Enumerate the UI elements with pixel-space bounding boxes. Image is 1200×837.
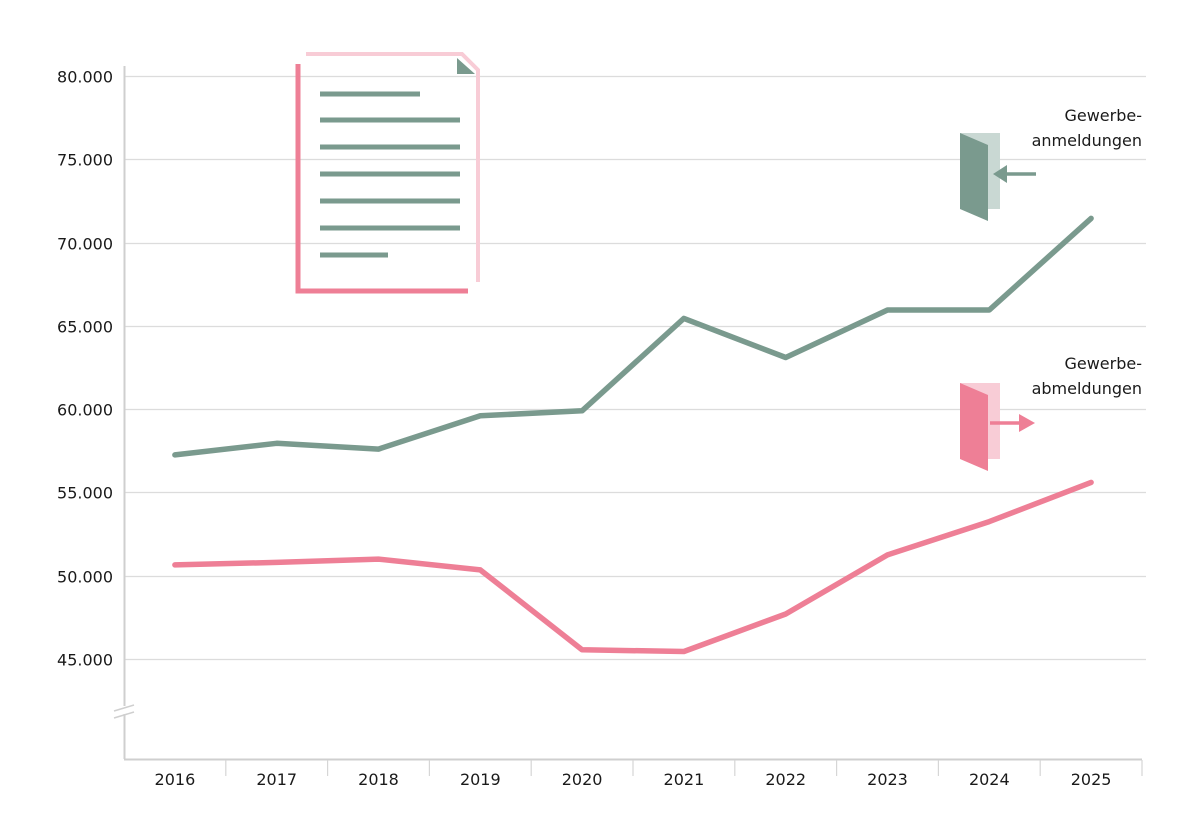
door-arrow-out-icon [960,383,1035,471]
x-tick-label: 2023 [867,770,908,789]
x-tick-label: 2021 [664,770,705,789]
x-tick-label: 2020 [562,770,603,789]
y-tick-label: 55.000 [57,484,113,503]
x-tick-label: 2018 [358,770,399,789]
y-tick-label: 45.000 [57,651,113,670]
x-tick-label: 2024 [969,770,1010,789]
y-axis-tick-labels: 45.000 50.000 55.000 60.000 65.000 70.000 75.0… [57,68,113,670]
legend-line: Gewerbe- [1064,106,1142,125]
y-tick-label: 75.000 [57,151,113,170]
y-tick-label: 80.000 [57,68,113,87]
x-tick-label: 2016 [155,770,196,789]
y-tick-label: 60.000 [57,401,113,420]
legend-line: anmeldungen [1032,131,1142,150]
legend-line: Gewerbe- [1064,354,1142,373]
legend-label-anmeldungen: Gewerbe- anmeldungen [1032,106,1142,150]
document-icon [298,54,478,291]
x-axis-ticks: 2016 2017 2018 2019 2020 2021 2022 2023 2024 2025 [155,760,1142,789]
series-line-abmeldungen [175,482,1091,651]
x-tick-label: 2025 [1071,770,1112,789]
series-lines [175,218,1091,651]
x-tick-label: 2022 [765,770,806,789]
door-arrow-in-icon [960,133,1036,221]
legend-label-abmeldungen: Gewerbe- abmeldungen [1032,354,1142,398]
y-tick-label: 50.000 [57,568,113,587]
x-tick-label: 2019 [460,770,501,789]
x-tick-label: 2017 [256,770,297,789]
series-line-anmeldungen [175,218,1091,455]
y-tick-label: 65.000 [57,318,113,337]
legend-line: abmeldungen [1032,379,1142,398]
y-tick-label: 70.000 [57,235,113,254]
